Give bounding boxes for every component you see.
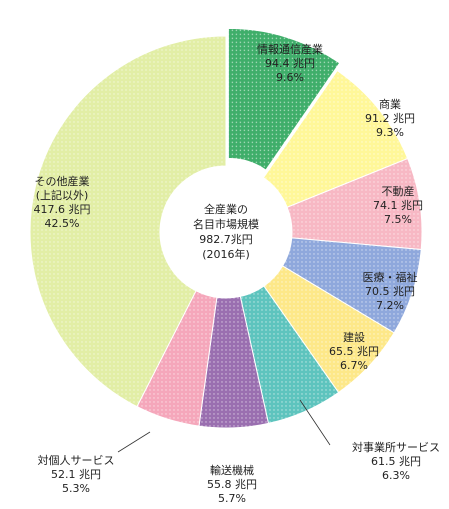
slice-label: 6.3% [382,469,410,482]
slice-label: 9.6% [276,71,304,84]
slice-label: 対事業所サービス [352,440,440,454]
slice-label: 商業 [379,97,401,111]
slice-label: 5.3% [62,482,90,495]
slice-label: 9.3% [376,126,404,139]
slice-texture [240,286,339,424]
slice-label: 52.1 兆円 [51,468,101,481]
center-label: 名目市場規模 [193,217,259,231]
slice-group [29,35,227,408]
slice-group [286,157,423,251]
slice-label: 輸送機械 [210,463,254,477]
slice-texture [198,296,269,428]
slice-label: 7.5% [384,213,412,226]
slice-label: 医療・福祉 [363,270,418,284]
slice-label: 417.6 兆円 [34,203,91,216]
slice-texture [287,158,422,250]
leader-line [299,399,331,446]
slice-group [281,237,422,334]
center-label: 982.7兆円 [199,233,253,246]
slice-label: 情報通信産業 [257,43,323,56]
slice-label: 不動産 [382,184,415,198]
slice-label: 65.5 兆円 [329,345,379,358]
leader-line [117,431,151,453]
slice-label: 70.5 兆円 [365,285,415,298]
center-label: (2016年) [202,247,250,261]
slices [29,27,423,429]
slice-label: 42.5% [45,217,80,230]
slice-texture [282,237,422,333]
slice-texture [30,36,227,407]
slice-label: (上記以外) [36,188,89,202]
slice-group [227,27,341,171]
slice-label: 61.5 兆円 [371,455,421,468]
slice-group [136,290,218,427]
slice-label: 55.8 兆円 [207,478,257,491]
slice-group [198,295,270,429]
slice-label: 7.2% [376,299,404,312]
slice-label: 5.7% [218,492,246,505]
slice-label: 94.4 兆円 [265,57,315,70]
center-label: 全産業の [204,202,248,216]
slice-texture [263,265,395,393]
slice-label: 74.1 兆円 [373,199,423,212]
slice-label: 91.2 兆円 [365,112,415,125]
center-hole [161,167,291,297]
slice-label: その他産業 [35,175,90,188]
slice-label: 6.7% [340,359,368,372]
slice-label: 対個人サービス [38,453,115,467]
slice-texture [228,28,340,171]
slice-label: 建設 [343,330,365,344]
slice-texture [136,290,217,427]
